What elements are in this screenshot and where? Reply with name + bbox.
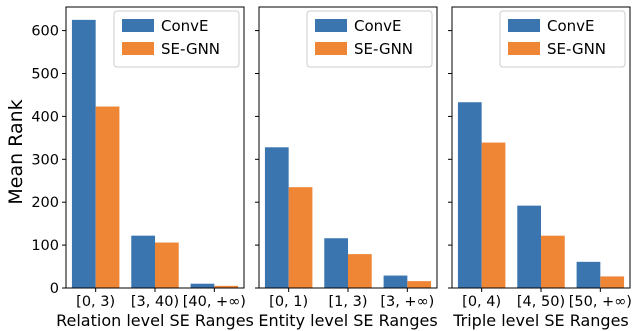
legend-label-se-gnn: SE-GNN — [354, 40, 413, 58]
bar-se-gnn-2 — [155, 242, 179, 288]
legend: ConvE SE-GNN — [499, 10, 626, 68]
x-axis-label: Triple level SE Ranges — [452, 311, 629, 330]
bar-se-gnn-1 — [288, 187, 313, 288]
x-axis-label: Relation level SE Ranges — [56, 311, 254, 330]
x-tick-label: [0, 1) — [269, 294, 308, 310]
bar-se-gnn-2 — [348, 254, 372, 288]
bar-se-gnn-3 — [214, 285, 239, 288]
y-tick-label: 0 — [50, 281, 59, 297]
legend-swatch-conve — [315, 19, 347, 32]
bar-se-gnn-1 — [95, 106, 120, 288]
y-tick-label: 400 — [31, 109, 59, 125]
legend-label-conve: ConvE — [547, 17, 595, 35]
legend: ConvE SE-GNN — [306, 10, 433, 68]
bar-se-gnn-3 — [600, 276, 625, 288]
chart-panel-1: 0 100 200 300 400 500 600 [0, 3) [3, 40) [40, +∞)… — [31, 6, 254, 330]
x-tick-label: [1, 3) — [329, 294, 368, 310]
bar-conve-2 — [324, 238, 348, 288]
legend-label-conve: ConvE — [354, 17, 402, 35]
bar-conve-2 — [517, 205, 541, 288]
legend-swatch-conve — [508, 19, 540, 32]
bar-se-gnn-2 — [541, 235, 565, 288]
x-tick-label: [4, 50) — [517, 294, 565, 310]
x-tick-label: [3, +∞) — [380, 294, 434, 310]
y-axis-label: Mean Rank — [5, 99, 27, 204]
y-tick-label: 500 — [31, 66, 59, 82]
legend-label-se-gnn: SE-GNN — [547, 40, 606, 58]
y-tick-label: 600 — [31, 24, 59, 40]
bar-conve-2 — [131, 235, 155, 288]
legend-swatch-se-gnn — [508, 42, 540, 55]
legend-label-conve: ConvE — [161, 17, 209, 35]
x-tick-label: [0, 4) — [462, 294, 501, 310]
chart-panel-3: [0, 4) [4, 50) [50, +∞)Triple level SE Ran… — [448, 6, 632, 330]
legend-swatch-conve — [122, 19, 154, 32]
x-tick-label: [50, +∞) — [569, 294, 632, 310]
legend: ConvE SE-GNN — [113, 10, 240, 68]
bar-conve-1 — [71, 19, 96, 289]
y-tick-label: 200 — [31, 195, 59, 211]
x-tick-label: [0, 3) — [76, 294, 115, 310]
chart-panel-2: [0, 1) [1, 3) [3, +∞)Entity level SE Range… — [255, 6, 438, 330]
bar-se-gnn-3 — [407, 281, 432, 288]
bar-conve-3 — [190, 283, 215, 288]
legend-swatch-se-gnn — [122, 42, 154, 55]
bar-conve-1 — [457, 102, 482, 289]
x-axis-label: Entity level SE Ranges — [258, 311, 437, 330]
x-tick-label: [40, +∞) — [183, 294, 246, 310]
legend-swatch-se-gnn — [315, 42, 347, 55]
bar-conve-3 — [576, 261, 601, 288]
y-tick-label: 100 — [31, 238, 59, 254]
bar-conve-3 — [383, 275, 408, 288]
x-tick-label: [3, 40) — [131, 294, 179, 310]
legend-label-se-gnn: SE-GNN — [161, 40, 220, 58]
y-tick-label: 300 — [31, 152, 59, 168]
bar-conve-1 — [264, 147, 289, 288]
bar-se-gnn-1 — [481, 142, 506, 288]
